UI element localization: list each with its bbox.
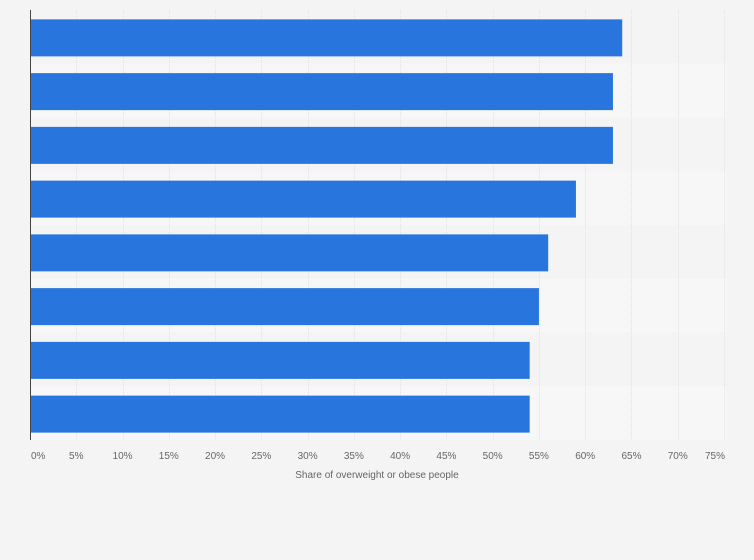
x-tick-label: 5% xyxy=(69,451,84,462)
bar xyxy=(30,288,539,326)
x-tick-label: 60% xyxy=(575,451,595,462)
bars xyxy=(30,19,623,433)
x-tick-label: 10% xyxy=(113,451,133,462)
x-axis-tick-labels: 0% 5% 10% 15% 20% 25% 30% 35% 40% 45% 50% 55% 60% 65%… xyxy=(31,451,725,462)
bar xyxy=(30,234,549,272)
x-tick-label: 70% xyxy=(668,451,688,462)
x-tick-label: 50% xyxy=(483,451,503,462)
bar xyxy=(30,19,623,57)
x-tick-label: 45% xyxy=(436,451,456,462)
bar xyxy=(30,126,613,164)
x-tick-label: 0% xyxy=(31,451,46,462)
x-tick-label: 75% xyxy=(705,451,725,462)
x-tick-label: 30% xyxy=(298,451,318,462)
x-tick-label: 40% xyxy=(390,451,410,462)
bar xyxy=(30,341,530,379)
x-tick-label: 15% xyxy=(159,451,179,462)
x-tick-label: 35% xyxy=(344,451,364,462)
bar xyxy=(30,180,576,218)
bar xyxy=(30,73,613,111)
x-tick-label: 20% xyxy=(205,451,225,462)
x-tick-label: 25% xyxy=(251,451,271,462)
x-tick-label: 55% xyxy=(529,451,549,462)
bar xyxy=(30,395,530,433)
x-axis-title: Share of overweight or obese people xyxy=(295,470,459,481)
x-tick-label: 65% xyxy=(621,451,641,462)
